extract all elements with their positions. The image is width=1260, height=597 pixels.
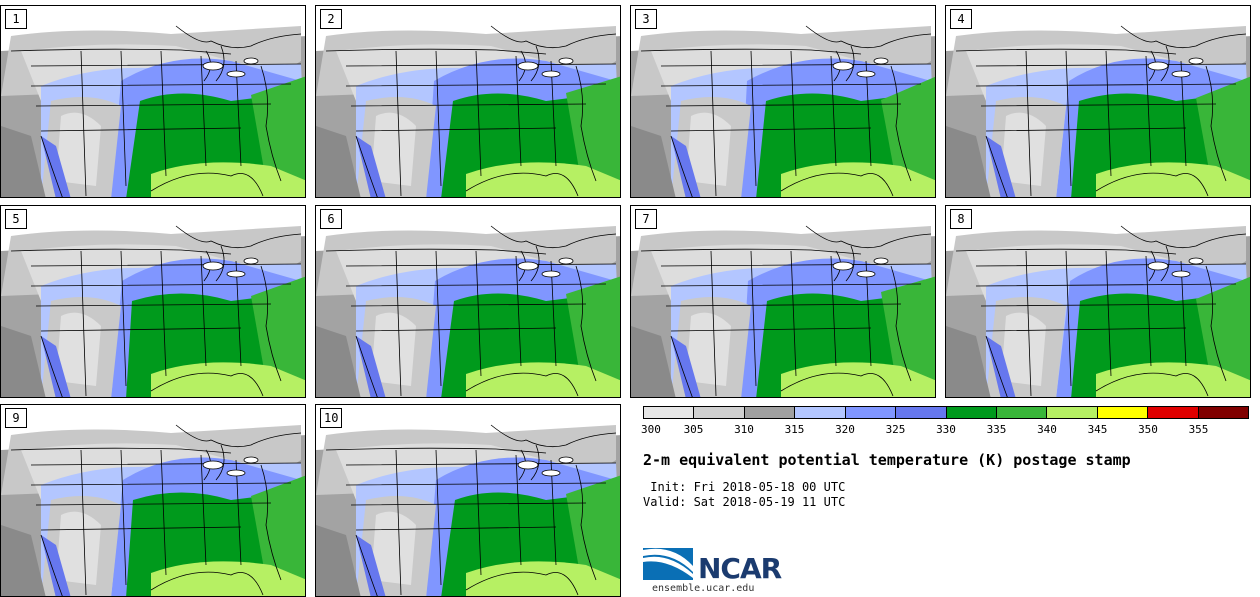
colorbar-swatch <box>644 407 695 418</box>
ensemble-member-panel: 4 <box>945 5 1251 198</box>
colorbar-swatch <box>1148 407 1199 418</box>
colorbar-swatch <box>795 407 846 418</box>
colorbar <box>643 406 1249 419</box>
colorbar-tick-label: 325 <box>885 423 906 436</box>
map-icon <box>946 6 1250 197</box>
colorbar-swatch <box>946 407 997 418</box>
init-time: Init: Fri 2018-05-18 00 UTC <box>643 480 846 494</box>
member-number-label: 6 <box>320 209 342 229</box>
map-icon <box>1 405 305 596</box>
ensemble-member-panel: 5 <box>0 205 306 398</box>
valid-time: Valid: Sat 2018-05-19 11 UTC <box>643 495 846 509</box>
colorbar-tick-label: 355 <box>1188 423 1209 436</box>
colorbar-swatch <box>1097 407 1149 418</box>
ensemble-member-panel: 10 <box>315 404 621 597</box>
map-icon <box>631 206 935 397</box>
ensemble-member-panel: 9 <box>0 404 306 597</box>
map-icon <box>946 206 1250 397</box>
member-number-label: 9 <box>5 408 27 428</box>
colorbar-tick-label: 350 <box>1138 423 1158 436</box>
map-icon <box>631 6 935 197</box>
map-icon <box>1 6 305 197</box>
colorbar-swatch <box>694 407 745 418</box>
colorbar-swatch <box>996 407 1048 418</box>
ncar-logo-icon <box>643 548 693 580</box>
colorbar-tick-label: 330 <box>936 423 956 436</box>
ensemble-member-panel: 7 <box>630 205 936 398</box>
map-icon <box>316 206 620 397</box>
member-number-label: 4 <box>950 9 972 29</box>
ensemble-member-panel: 8 <box>945 205 1251 398</box>
map-icon <box>1 206 305 397</box>
member-number-label: 1 <box>5 9 27 29</box>
member-number-label: 3 <box>635 9 657 29</box>
colorbar-tick-label: 320 <box>835 423 855 436</box>
colorbar-tick-label: 340 <box>1037 423 1057 436</box>
colorbar-tick-label: 300 <box>641 423 661 436</box>
ensemble-member-panel: 3 <box>630 5 936 198</box>
member-number-label: 7 <box>635 209 657 229</box>
colorbar-tick-label: 310 <box>734 423 754 436</box>
map-icon <box>316 405 620 596</box>
colorbar-swatch <box>896 407 947 418</box>
colorbar-tick-label: 315 <box>784 423 805 436</box>
figure-title: 2-m equivalent potential temperature (K)… <box>643 451 1131 469</box>
member-number-label: 8 <box>950 209 972 229</box>
colorbar-swatch <box>744 407 796 418</box>
map-icon <box>316 6 620 197</box>
colorbar-tick-label: 345 <box>1087 423 1108 436</box>
logo-url: ensemble.ucar.edu <box>652 583 755 594</box>
colorbar-swatch <box>1047 407 1098 418</box>
logo-text: NCAR <box>698 552 782 585</box>
colorbar-tick-label: 335 <box>986 423 1007 436</box>
member-number-label: 5 <box>5 209 27 229</box>
colorbar-ticks: 300 305 310 315 320 325 330 335 340 345 350 355 <box>641 423 1249 437</box>
ensemble-member-panel: 1 <box>0 5 306 198</box>
ensemble-member-panel: 6 <box>315 205 621 398</box>
colorbar-tick-label: 305 <box>683 423 704 436</box>
colorbar-swatch <box>1198 407 1249 418</box>
ensemble-member-panel: 2 <box>315 5 621 198</box>
member-number-label: 2 <box>320 9 342 29</box>
member-number-label: 10 <box>320 408 343 428</box>
colorbar-swatch <box>845 407 897 418</box>
